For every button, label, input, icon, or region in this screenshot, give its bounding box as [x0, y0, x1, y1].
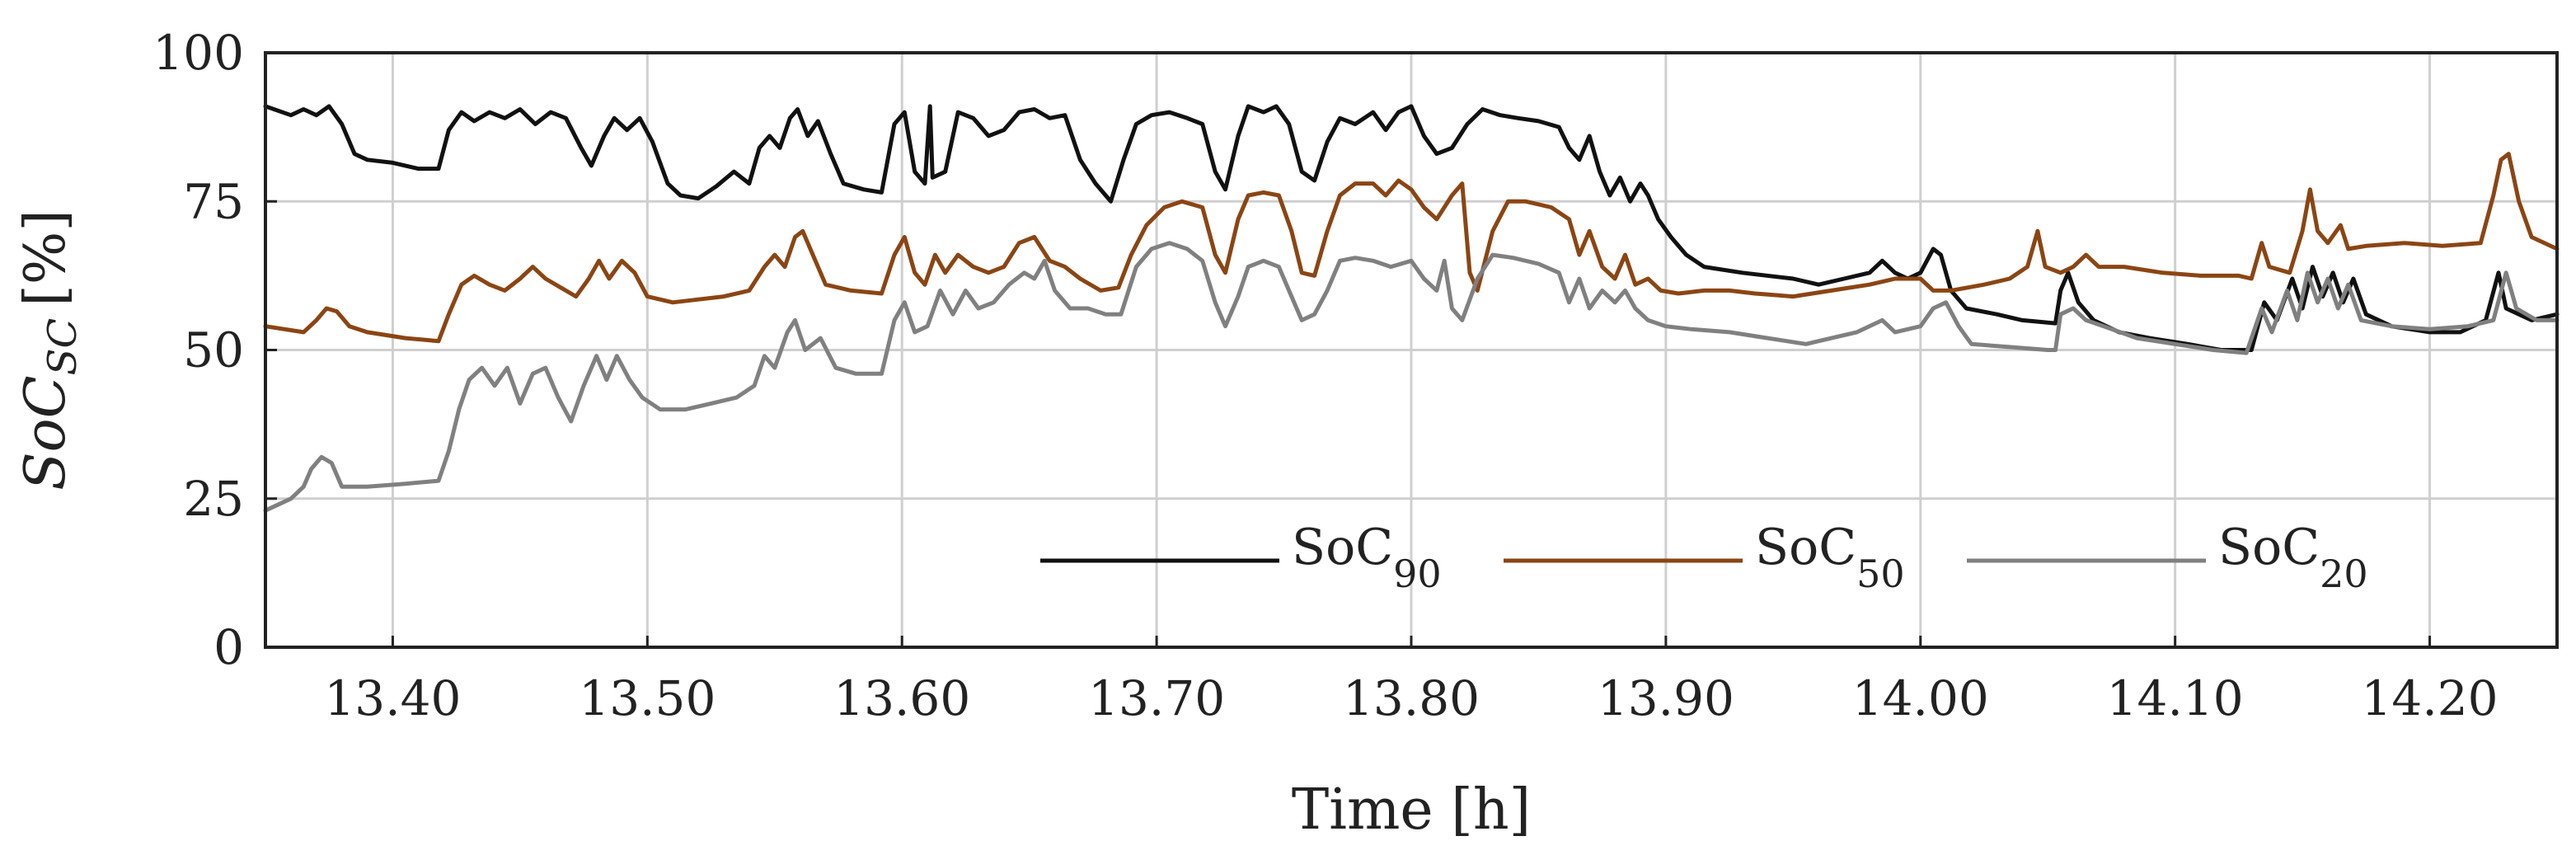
legend-label: SoC90: [1292, 519, 1442, 596]
x-tick-label: 13.80: [1343, 670, 1480, 726]
y-tick-label: 100: [152, 25, 244, 81]
legend-label-sub: 90: [1393, 552, 1442, 596]
y-tick-label: 75: [183, 173, 244, 229]
series-line-soc50: [263, 152, 2560, 344]
legend-label-sub: 50: [1856, 552, 1905, 596]
x-tick-label: 13.50: [579, 670, 716, 726]
legend-item-soc90: SoC90: [1040, 519, 1442, 596]
y-axis-label-sub: SC: [40, 318, 86, 376]
y-axis-label: SoCSC [%]: [13, 209, 86, 491]
y-tick-label: 25: [183, 471, 244, 527]
grid-lines: [265, 53, 2557, 647]
legend-label-main: SoC: [2218, 519, 2320, 576]
legend-item-soc50: SoC50: [1504, 519, 1905, 596]
legend-label: SoC50: [1755, 519, 1905, 596]
x-tick-label: 13.60: [833, 670, 970, 726]
legend: SoC90 SoC50 SoC20: [1040, 519, 2368, 596]
y-axis-label-main: SoC: [13, 375, 78, 491]
legend-label-main: SoC: [1292, 519, 1393, 576]
series-lines: [263, 104, 2560, 513]
legend-label-sub: 20: [2320, 552, 2368, 596]
series-line-soc90: [263, 104, 2560, 352]
x-tick-label: 14.20: [2362, 670, 2499, 726]
legend-item-soc20: SoC20: [1967, 519, 2368, 596]
x-tick-label: 14.10: [2107, 670, 2244, 726]
x-tick-labels: 13.40 13.50 13.60 13.70 13.80 13.90 14.00 14.10…: [324, 636, 2499, 726]
y-tick-label: 50: [183, 322, 244, 378]
y-tick-label: 0: [213, 619, 244, 675]
x-tick-label: 13.70: [1088, 670, 1225, 726]
x-tick-label: 13.40: [324, 670, 461, 726]
legend-label: SoC20: [2218, 519, 2368, 596]
legend-label-main: SoC: [1755, 519, 1856, 576]
y-axis-label-unit: [%]: [13, 209, 78, 307]
x-axis-label: Time [h]: [1292, 777, 1531, 843]
series-line-soc20: [263, 241, 2560, 513]
x-tick-label: 14.00: [1852, 670, 1989, 726]
y-tick-labels: 0 25 50 75 100: [152, 25, 277, 675]
x-tick-label: 13.90: [1598, 670, 1734, 726]
